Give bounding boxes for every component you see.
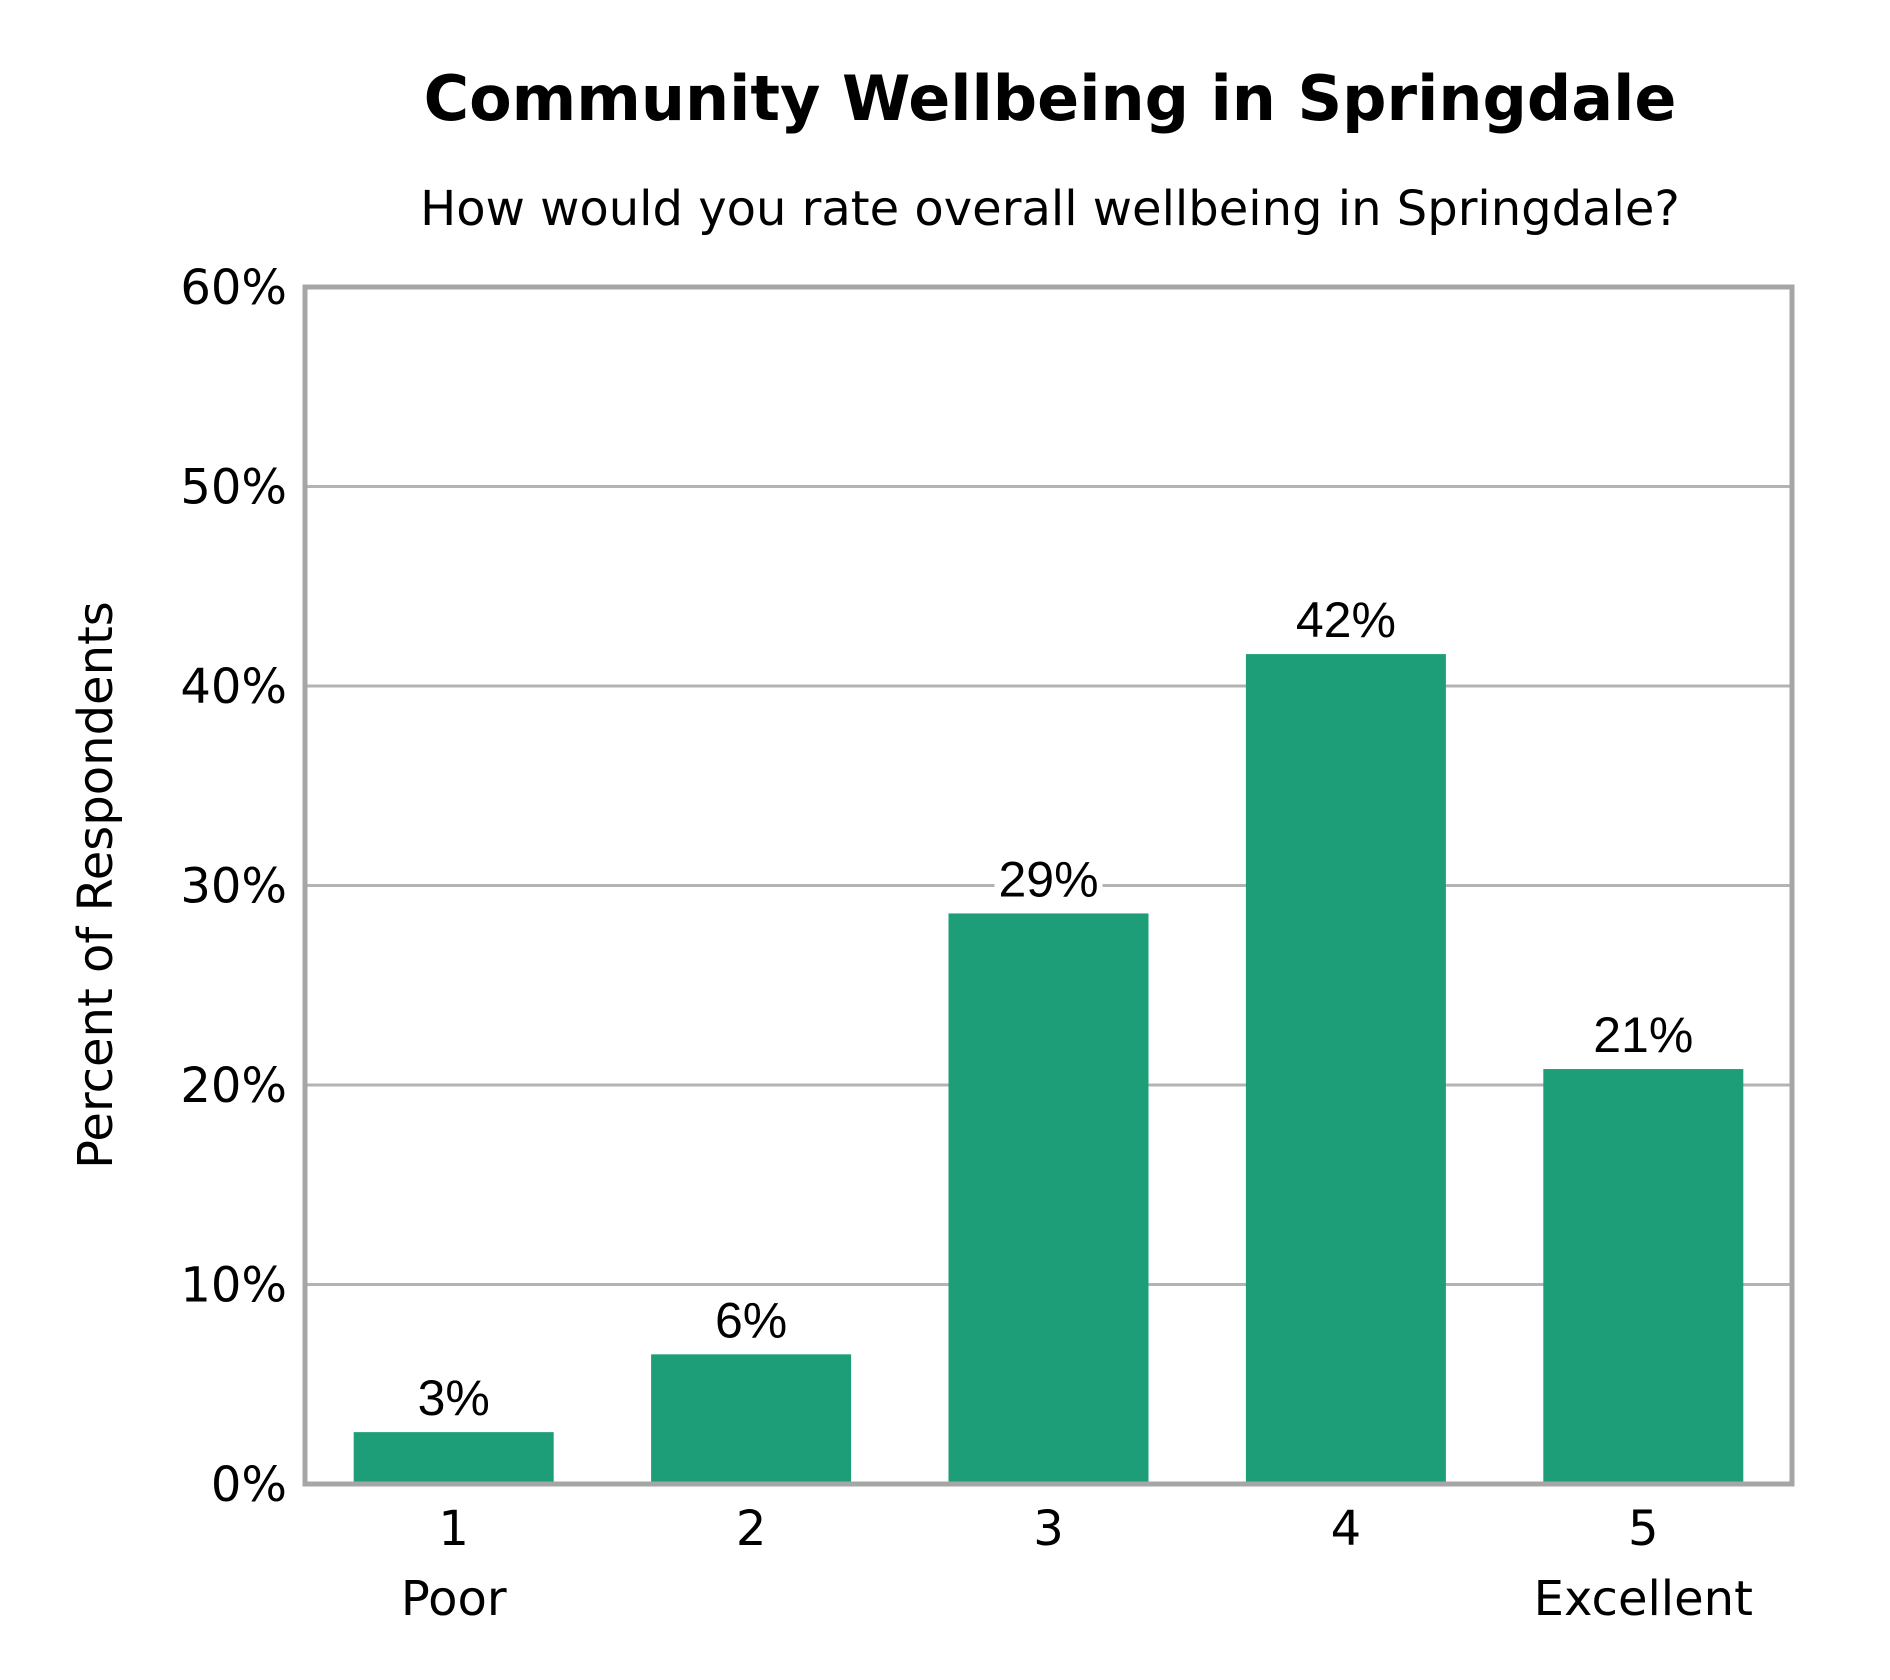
- x-tick-label: 1: [438, 1501, 469, 1557]
- data-label-background: [1291, 594, 1400, 647]
- data-label: 29%: [998, 851, 1098, 907]
- chart-title: Community Wellbeing in Springdale: [424, 62, 1677, 135]
- x-tick-label: 2: [736, 1501, 767, 1557]
- x-axis-ticks: 1 Poor 2 3 4 5 Excellent: [401, 1501, 1753, 1627]
- data-label: 21%: [1593, 1007, 1693, 1063]
- y-axis-ticks: 0% 10% 20% 30% 40% 50% 60%: [180, 260, 287, 1513]
- chart-subtitle: How would you rate overall wellbeing in …: [420, 181, 1680, 237]
- bar: [353, 1432, 554, 1484]
- y-tick-label: 60%: [180, 260, 287, 316]
- bars: [353, 654, 1744, 1484]
- y-tick-label: 40%: [180, 659, 287, 715]
- data-label: 6%: [715, 1292, 787, 1348]
- bar: [948, 913, 1149, 1484]
- x-tick-label: 4: [1331, 1501, 1362, 1557]
- y-tick-label: 20%: [180, 1058, 287, 1114]
- x-tick-label: 5: [1628, 1501, 1659, 1557]
- data-label-background: [1589, 1009, 1698, 1062]
- y-tick-label: 50%: [180, 460, 287, 516]
- data-labels: 3% 6% 29% 42% 21%: [413, 592, 1698, 1426]
- data-label-background: [994, 853, 1103, 906]
- data-label-background: [413, 1372, 494, 1425]
- x-tick-sublabel: Poor: [401, 1571, 507, 1627]
- data-label: 42%: [1296, 592, 1396, 648]
- x-tick-sublabel: Excellent: [1534, 1571, 1753, 1627]
- data-label: 3%: [418, 1370, 490, 1426]
- bar: [651, 1354, 852, 1484]
- bar: [1543, 1069, 1744, 1484]
- y-axis-label: Percent of Respondents: [68, 601, 124, 1169]
- bar: [1245, 654, 1446, 1484]
- plot-frame: [302, 284, 1795, 1487]
- data-label-background: [710, 1294, 792, 1347]
- x-tick-label: 3: [1033, 1501, 1064, 1557]
- y-tick-label: 0%: [211, 1457, 287, 1513]
- y-tick-label: 30%: [180, 859, 287, 915]
- y-tick-label: 10%: [180, 1258, 287, 1314]
